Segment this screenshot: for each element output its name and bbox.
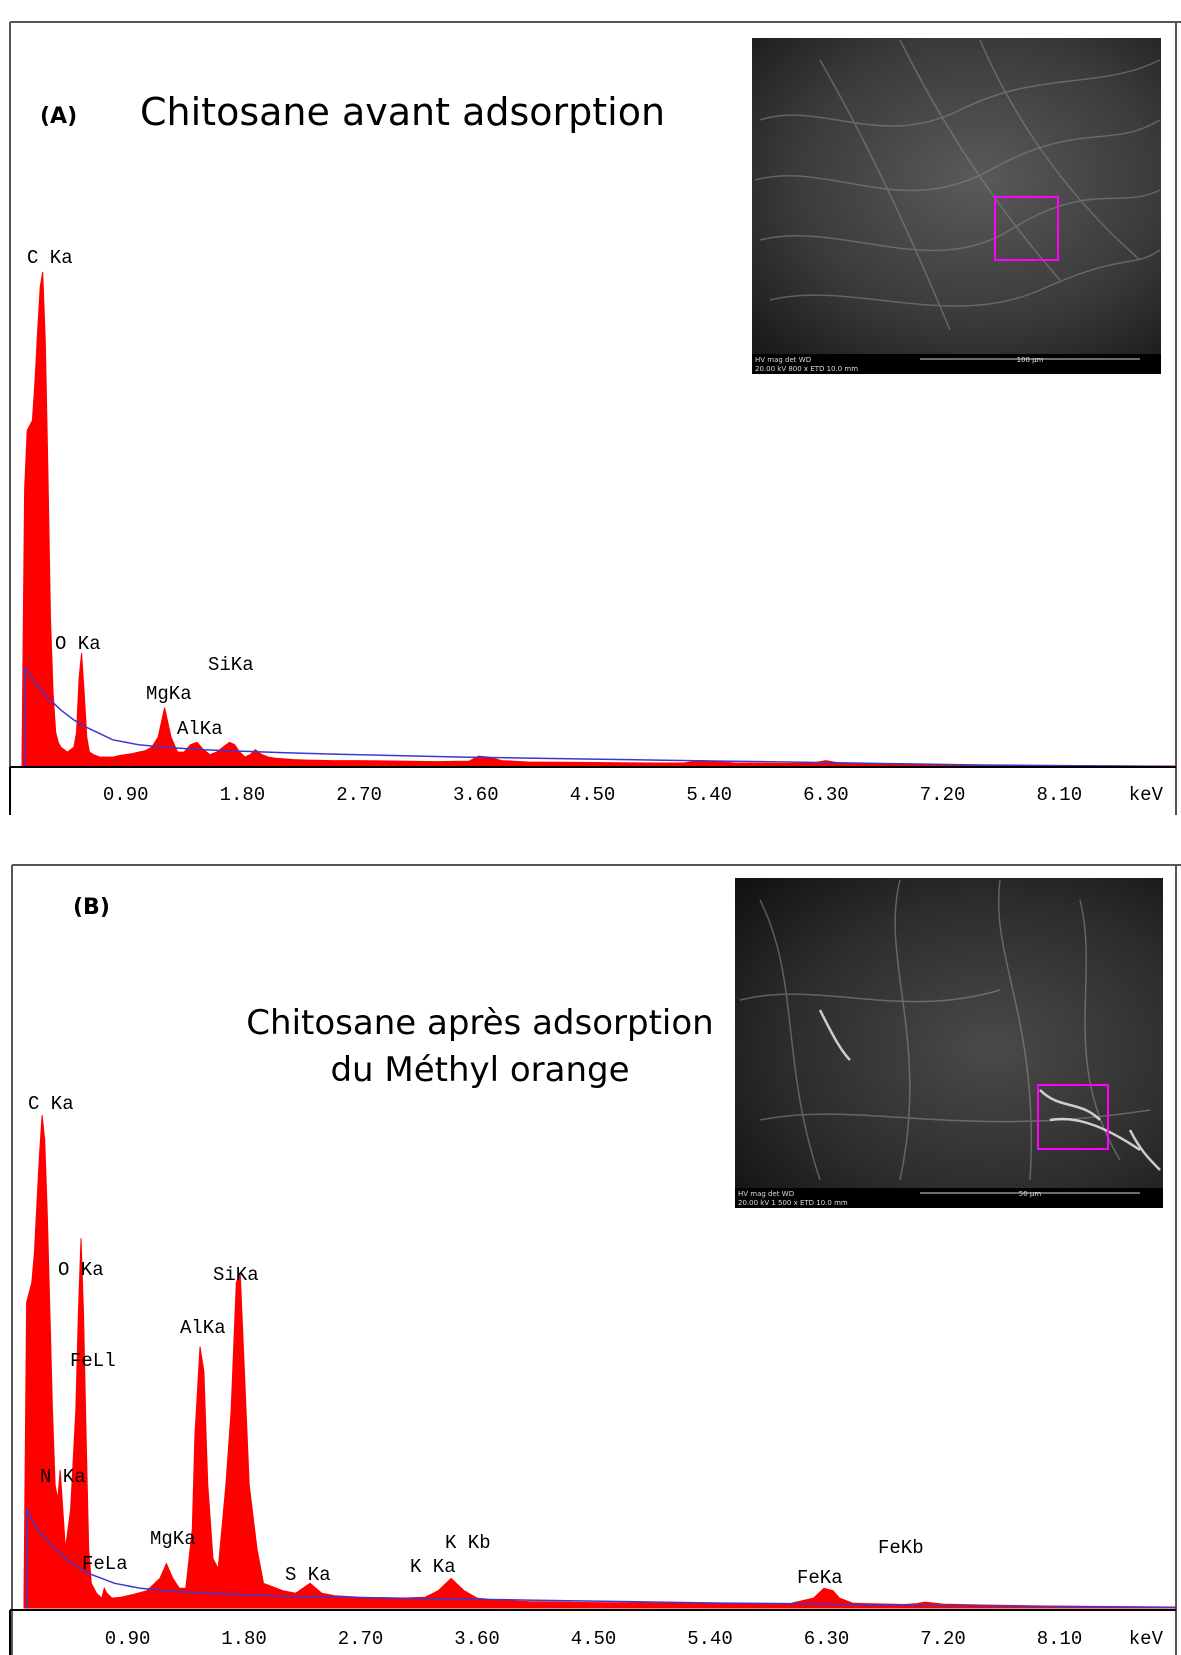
x-tick-label: 7.20 — [920, 784, 966, 806]
x-tick-label: 3.60 — [454, 1628, 500, 1650]
sem-scale-label: 100 µm — [1017, 356, 1044, 364]
x-tick-label: 6.30 — [803, 784, 849, 806]
peak-label: S Ka — [285, 1564, 331, 1586]
sem-inset: HV mag det WD 20.00 kV 800 x ETD 10.0 mm… — [752, 38, 1161, 374]
x-tick-label: 3.60 — [453, 784, 499, 806]
peak-label: SiKa — [208, 654, 254, 676]
peak-label: O Ka — [55, 633, 101, 655]
chart-title: Chitosane avant adsorption — [140, 90, 665, 134]
x-axis-label: keV — [1129, 1628, 1164, 1650]
x-axis-label: keV — [1129, 784, 1164, 806]
peak-label: SiKa — [213, 1264, 259, 1286]
peak-label: FeLl — [70, 1350, 116, 1372]
peak-label: AlKa — [180, 1317, 226, 1339]
x-tick-label: 1.80 — [220, 784, 266, 806]
peak-label: FeKa — [797, 1567, 843, 1589]
peak-label: AlKa — [177, 718, 223, 740]
peak-label: MgKa — [146, 683, 192, 705]
x-tick-label: 6.30 — [804, 1628, 850, 1650]
x-tick-label: 1.80 — [221, 1628, 267, 1650]
peak-label: FeKb — [878, 1537, 924, 1559]
peak-label: C Ka — [27, 247, 73, 269]
panel-b: (B) Chitosane après adsorption du Méthyl… — [10, 865, 1181, 1655]
peak-label: O Ka — [58, 1259, 104, 1281]
x-tick-label: 8.10 — [1037, 1628, 1083, 1650]
sem-scale-label: 50 µm — [1019, 1190, 1042, 1198]
peak-label: FeLa — [82, 1553, 128, 1575]
x-tick-label: 2.70 — [336, 784, 382, 806]
x-tick-label: 5.40 — [687, 1628, 733, 1650]
sem-inset: HV mag det WD 20.00 kV 1 500 x ETD 10.0 … — [735, 878, 1163, 1208]
chart-title-line-2: du Méthyl orange — [330, 1050, 629, 1090]
panel-label: (B) — [73, 895, 110, 920]
x-tick-label: 0.90 — [103, 784, 149, 806]
peak-label: N Ka — [40, 1466, 86, 1488]
sem-databar-values: 20.00 kV 800 x ETD 10.0 mm — [755, 365, 858, 373]
peak-label: K Ka — [410, 1556, 456, 1578]
sem-databar-values: 20.00 kV 1 500 x ETD 10.0 mm — [738, 1199, 848, 1207]
peak-label: C Ka — [28, 1093, 74, 1115]
peak-label: MgKa — [150, 1528, 196, 1550]
x-tick-label: 7.20 — [920, 1628, 966, 1650]
peak-label: K Kb — [445, 1532, 491, 1554]
chart-title-line-1: Chitosane après adsorption — [246, 1003, 713, 1043]
sem-databar-header: HV mag det WD — [738, 1190, 794, 1198]
x-tick-label: 8.10 — [1036, 784, 1082, 806]
x-tick-label: 2.70 — [338, 1628, 384, 1650]
x-tick-label: 4.50 — [571, 1628, 617, 1650]
sem-micrograph — [735, 878, 1163, 1188]
x-tick-label: 0.90 — [105, 1628, 151, 1650]
sem-databar-header: HV mag det WD — [755, 356, 811, 364]
x-tick-label: 5.40 — [686, 784, 732, 806]
x-tick-label: 4.50 — [570, 784, 616, 806]
panel-label: (A) — [40, 104, 77, 129]
panel-a: (A) Chitosane avant adsorption 0.90 1.80 2… — [10, 22, 1181, 815]
